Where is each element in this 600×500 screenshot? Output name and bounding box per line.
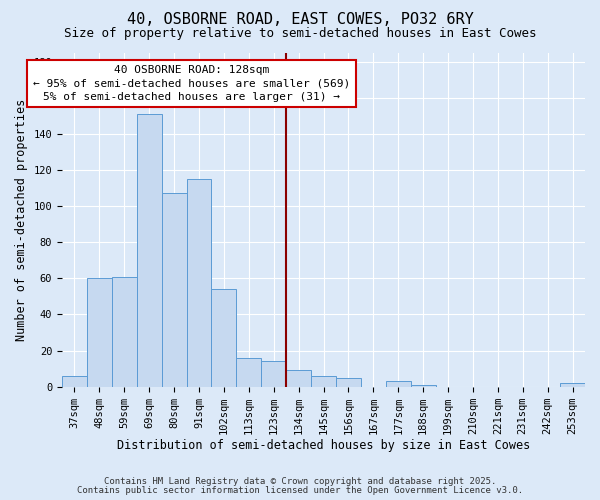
Bar bbox=[286, 370, 311, 386]
Bar bbox=[187, 179, 211, 386]
X-axis label: Distribution of semi-detached houses by size in East Cowes: Distribution of semi-detached houses by … bbox=[117, 440, 530, 452]
Bar bbox=[112, 276, 137, 386]
Bar bbox=[336, 378, 361, 386]
Text: Size of property relative to semi-detached houses in East Cowes: Size of property relative to semi-detach… bbox=[64, 28, 536, 40]
Text: Contains public sector information licensed under the Open Government Licence v3: Contains public sector information licen… bbox=[77, 486, 523, 495]
Bar bbox=[236, 358, 261, 386]
Bar bbox=[87, 278, 112, 386]
Bar bbox=[137, 114, 161, 386]
Text: Contains HM Land Registry data © Crown copyright and database right 2025.: Contains HM Land Registry data © Crown c… bbox=[104, 477, 496, 486]
Bar bbox=[161, 194, 187, 386]
Bar bbox=[211, 289, 236, 386]
Bar bbox=[410, 385, 436, 386]
Bar bbox=[386, 382, 410, 386]
Bar bbox=[62, 376, 87, 386]
Bar bbox=[560, 383, 585, 386]
Text: 40 OSBORNE ROAD: 128sqm
← 95% of semi-detached houses are smaller (569)
5% of se: 40 OSBORNE ROAD: 128sqm ← 95% of semi-de… bbox=[33, 65, 350, 102]
Bar bbox=[311, 376, 336, 386]
Text: 40, OSBORNE ROAD, EAST COWES, PO32 6RY: 40, OSBORNE ROAD, EAST COWES, PO32 6RY bbox=[127, 12, 473, 28]
Bar bbox=[261, 362, 286, 386]
Y-axis label: Number of semi-detached properties: Number of semi-detached properties bbox=[15, 98, 28, 340]
